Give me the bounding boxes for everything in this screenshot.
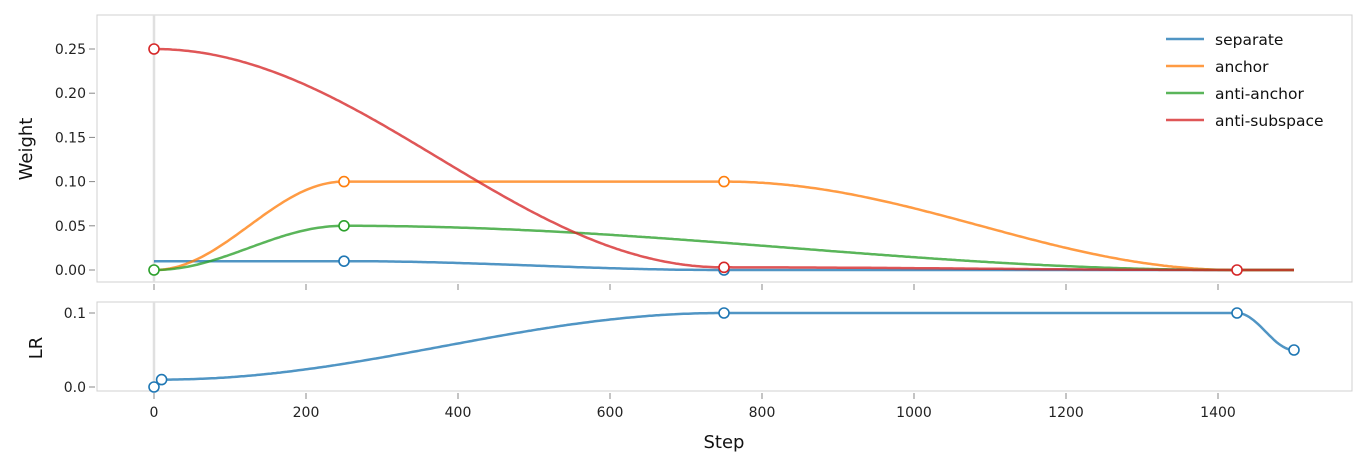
legend-item-anti-subspace: anti-subspace xyxy=(1166,112,1324,130)
y-tick-label: 0.15 xyxy=(55,130,86,146)
x-tick-label: 200 xyxy=(293,405,320,421)
x-tick-label: 1200 xyxy=(1048,405,1084,421)
keyframe-marker-anti-anchor xyxy=(148,264,160,276)
legend-label: separate xyxy=(1215,31,1283,49)
y-tick-label: 0.1 xyxy=(64,306,86,322)
keyframe-marker-anchor xyxy=(718,175,730,188)
keyframe-marker-lr xyxy=(1231,307,1243,319)
keyframe-marker-lr xyxy=(148,381,160,393)
plot-frame xyxy=(96,14,1353,283)
y-tick-label: 0.05 xyxy=(55,219,86,235)
keyframe-marker-lr xyxy=(155,373,168,386)
keyframe-marker-anti-anchor xyxy=(338,220,350,232)
x-tick-label: 600 xyxy=(597,405,624,421)
keyframe-marker-anti-subspace xyxy=(148,43,160,55)
weight-panel: 0.00 0.05 0.10 0.15 0.20 0.25 xyxy=(55,14,1353,290)
y-tick-label: 0.20 xyxy=(55,86,86,102)
x-tick-label: 800 xyxy=(749,405,776,421)
series-line-lr xyxy=(161,311,1295,381)
y-tick-label: 0.10 xyxy=(55,175,86,191)
y-axis-label-lr: LR xyxy=(26,337,47,360)
keyframe-marker-anchor xyxy=(338,175,350,188)
x-axis-label: Step xyxy=(704,432,745,453)
legend-label: anti-anchor xyxy=(1215,85,1304,103)
keyframe-marker-separate xyxy=(338,255,350,267)
keyframe-marker-anti-subspace xyxy=(718,261,730,274)
x-tick-label: 0 xyxy=(150,405,159,421)
keyframe-marker-anti-subspace xyxy=(1231,264,1243,276)
keyframe-marker-lr xyxy=(718,307,730,319)
lr-panel: 0.0 0.1 0 200 400 600 800 1000 1200 1400 xyxy=(64,301,1353,421)
y-tick-label: 0.25 xyxy=(55,42,86,58)
plot-frame xyxy=(96,301,1353,392)
legend-item-anchor: anchor xyxy=(1166,58,1269,76)
legend-label: anchor xyxy=(1215,58,1269,76)
y-axis-label-weight: Weight xyxy=(16,118,37,181)
keyframe-marker-lr xyxy=(1288,344,1300,356)
x-tick-label: 1000 xyxy=(896,405,932,421)
x-tick-label: 1400 xyxy=(1200,405,1236,421)
legend: separate anchor anti-anchor anti-subspace xyxy=(1166,31,1324,130)
legend-item-separate: separate xyxy=(1166,31,1283,49)
legend-item-anti-anchor: anti-anchor xyxy=(1166,85,1304,103)
x-tick-label: 400 xyxy=(445,405,472,421)
y-tick-label: 0.00 xyxy=(55,263,86,279)
series-line-anti-subspace xyxy=(154,47,1294,272)
legend-label: anti-subspace xyxy=(1215,112,1324,130)
y-tick-label: 0.0 xyxy=(64,380,86,396)
